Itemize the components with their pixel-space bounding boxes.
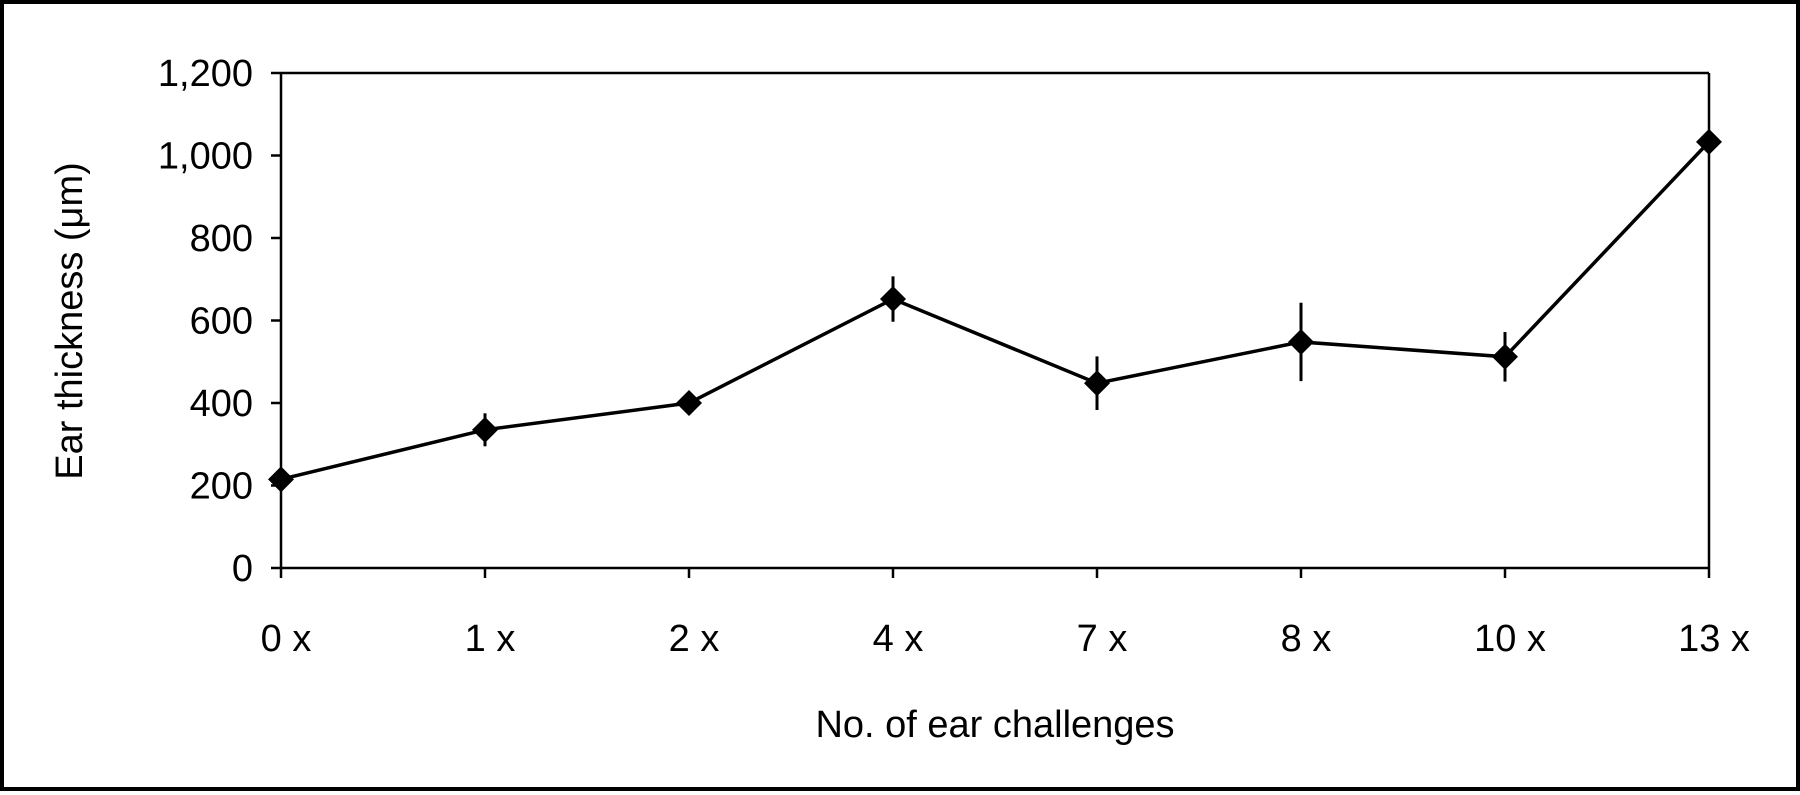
x-axis-label: No. of ear challenges: [815, 704, 1174, 746]
data-point: [1696, 128, 1722, 155]
data-point: [1288, 328, 1314, 355]
x-tick-label: 10 x: [1474, 618, 1546, 660]
y-axis-label: Ear thickness (μm): [49, 162, 91, 480]
y-tick-label: 0: [232, 548, 253, 590]
x-tick-label: 2 x: [669, 618, 720, 660]
data-point: [1492, 343, 1518, 370]
data-point: [880, 286, 906, 313]
y-tick-label: 400: [190, 383, 253, 425]
y-tick-label: 600: [190, 301, 253, 343]
series-line: [280, 140, 1711, 482]
data-point: [472, 416, 498, 443]
y-tick-label: 200: [190, 466, 253, 508]
data-point: [268, 466, 294, 493]
x-tick-label: 4 x: [873, 618, 924, 660]
data-point: [1084, 370, 1110, 397]
data-point: [676, 390, 702, 416]
y-tick-label: 1,200: [158, 53, 253, 95]
y-tick-label: 1,000: [158, 136, 253, 178]
x-tick-label: 0 x: [261, 618, 312, 660]
x-tick-label: 1 x: [465, 618, 516, 660]
y-tick-label: 800: [190, 218, 253, 260]
x-tick-label: 13 x: [1678, 618, 1750, 660]
x-tick-label: 8 x: [1281, 618, 1332, 660]
line-chart: 0 200 400 600 800 1,000 1,200 0 x 1 x 2 x 4 x 7 x 8…: [49, 53, 1750, 746]
x-tick-label: 7 x: [1077, 618, 1128, 660]
